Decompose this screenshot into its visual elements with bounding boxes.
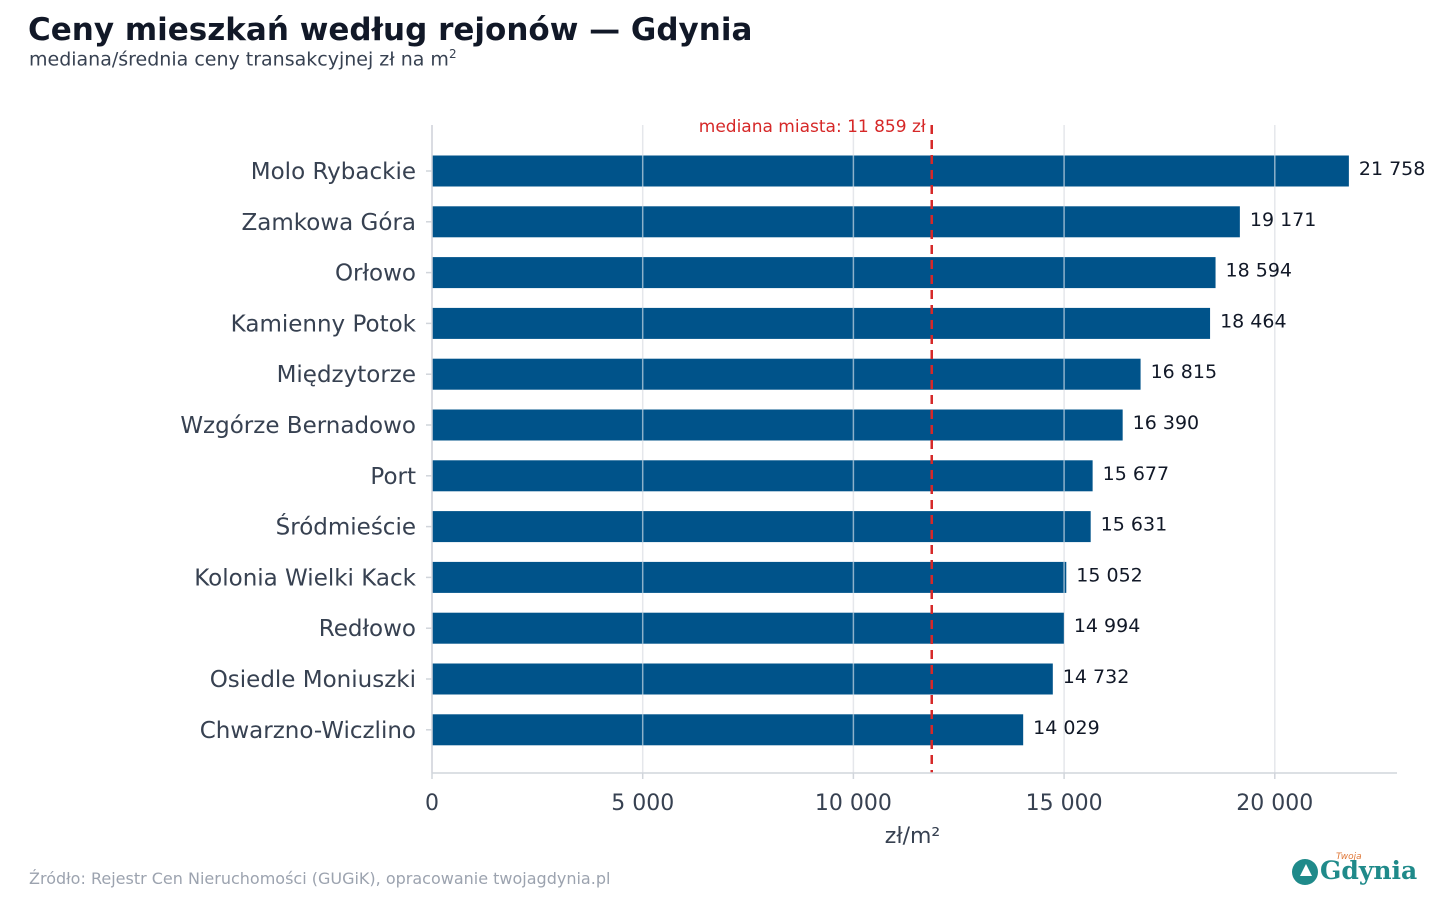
value-label: 19 171 (1250, 209, 1316, 231)
value-label: 14 732 (1063, 666, 1129, 688)
bar (432, 511, 1091, 543)
category-labels: Molo Rybackie Zamkowa Góra Orłowo Kamienny … (180, 159, 432, 744)
value-label: 15 631 (1101, 514, 1167, 536)
reference-line-group: mediana miasta: 11 859 zł (699, 117, 933, 773)
bar (432, 358, 1141, 390)
median-reference-label: mediana miasta: 11 859 zł (699, 117, 926, 137)
chart-subtitle: mediana/średnia ceny transakcyjnej zł na… (29, 47, 457, 70)
category-label: Orłowo (335, 261, 416, 287)
value-label: 16 390 (1133, 412, 1199, 434)
logo-small-text: Twoja (1336, 852, 1362, 862)
bar (432, 257, 1216, 289)
category-label: Osiedle Moniuszki (210, 667, 416, 693)
category-label: Port (370, 464, 416, 490)
category-label: Wzgórze Bernadowo (180, 413, 416, 439)
subtitle-text: mediana/średnia ceny transakcyjnej zł na… (29, 48, 449, 71)
value-label: 15 677 (1103, 463, 1169, 485)
x-axis-title: zł/m² (885, 824, 940, 849)
x-tick-label: 0 (425, 791, 439, 816)
category-label: Kolonia Wielki Kack (194, 565, 416, 591)
chart-title: Ceny mieszkań według rejonów — Gdynia (28, 12, 753, 48)
x-tick-label: 20 000 (1236, 791, 1313, 816)
x-tick-label: 10 000 (815, 791, 892, 816)
value-label: 15 052 (1076, 564, 1142, 586)
category-label: Zamkowa Góra (242, 210, 417, 236)
bars (432, 155, 1349, 746)
sailboat-icon (1292, 859, 1318, 885)
bar (432, 409, 1123, 441)
bar (432, 714, 1024, 746)
bar (432, 206, 1240, 238)
value-label: 21 758 (1359, 158, 1425, 180)
bar (432, 460, 1093, 492)
source-note: Źródło: Rejestr Cen Nieruchomości (GUGiK… (29, 869, 611, 888)
bar (432, 612, 1064, 644)
value-label: 16 815 (1151, 361, 1217, 383)
x-axis: 0 5 000 10 000 15 000 20 000 zł/m² (425, 125, 1397, 849)
logo-text: Gdynia (1320, 856, 1418, 885)
x-tick-label: 15 000 (1026, 791, 1103, 816)
value-label: 18 464 (1220, 310, 1286, 332)
bar (432, 663, 1053, 695)
bar (432, 155, 1349, 187)
x-tick-label: 5 000 (611, 791, 674, 816)
value-label: 14 029 (1033, 717, 1099, 739)
category-label: Chwarzno-Wiczlino (200, 718, 416, 744)
category-label: Kamienny Potok (231, 311, 417, 337)
subtitle-superscript: 2 (448, 47, 457, 61)
bar (432, 307, 1211, 339)
gdynia-logo: Twoja Gdynia (1290, 852, 1420, 892)
category-label: Międzytorze (277, 362, 416, 388)
category-label: Molo Rybackie (251, 159, 416, 185)
value-label: 14 994 (1074, 615, 1140, 637)
value-labels: 21 758 19 171 18 594 18 464 16 815 16 390 15 6… (1033, 158, 1425, 739)
bar (432, 561, 1067, 593)
category-label: Śródmieście (276, 513, 416, 541)
category-label: Redłowo (319, 616, 416, 642)
value-label: 18 594 (1226, 260, 1292, 282)
